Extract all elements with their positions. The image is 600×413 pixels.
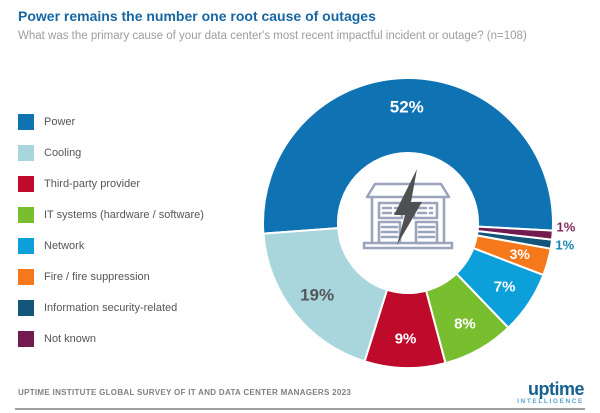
logo-subtext: INTELLIGENCE	[517, 397, 584, 405]
donut-slice-network	[455, 247, 545, 329]
source-caption: UPTIME INSTITUTE GLOBAL SURVEY OF IT AND…	[18, 388, 352, 397]
legend-label: IT systems (hardware / software)	[44, 208, 204, 221]
slice-value-label-it-systems-hardware-software: 8%	[454, 316, 476, 333]
slice-value-label-cooling: 19%	[300, 286, 334, 305]
bottom-divider	[15, 408, 585, 410]
donut-slice-power	[262, 76, 554, 235]
chart-legend: Power Cooling Third-party provider IT syste…	[18, 106, 204, 354]
donut-slice-information-security-related	[475, 230, 554, 250]
slice-value-label-third-party-provider: 9%	[395, 330, 417, 347]
legend-item-network: Network	[18, 230, 204, 261]
slice-value-label-network: 7%	[494, 279, 516, 296]
legend-label: Not known	[44, 332, 96, 345]
legend-swatch-network	[18, 237, 34, 254]
legend-item-it-systems-hardware-software: IT systems (hardware / software)	[18, 199, 204, 230]
legend-item-fire-fire-suppression: Fire / fire suppression	[18, 261, 204, 292]
building-outline	[377, 201, 404, 220]
donut-slice-not-known	[476, 225, 554, 241]
legend-label: Power	[44, 115, 76, 128]
donut-slice-it-systems-hardware-software	[425, 272, 510, 365]
legend-item-third-party-provider: Third-party provider	[18, 168, 204, 199]
building-outline	[412, 201, 439, 220]
slice-value-label-information-security-related: 1%	[555, 238, 574, 253]
page-title: Power remains the number one root cause …	[18, 8, 376, 24]
legend-swatch-third-party-provider	[18, 175, 34, 192]
legend-item-cooling: Cooling	[18, 137, 204, 168]
donut-slice-third-party-provider	[363, 288, 447, 369]
donut-slice-cooling	[262, 227, 389, 363]
building-outline	[414, 220, 439, 245]
legend-label: Information security-related	[44, 301, 178, 314]
building-outline	[362, 241, 454, 250]
legend-swatch-cooling	[18, 144, 34, 161]
legend-swatch-not-known	[18, 330, 34, 347]
slice-value-label-fire-fire-suppression: 3%	[510, 246, 531, 262]
legend-label: Third-party provider	[44, 177, 140, 190]
building-outline	[370, 195, 446, 245]
slice-value-label-not-known: 1%	[556, 220, 575, 235]
building-outline	[377, 220, 402, 245]
legend-swatch-fire-fire-suppression	[18, 268, 34, 285]
data-center-lightning-icon	[362, 169, 454, 250]
building-outline	[365, 182, 451, 199]
logo-wordmark: uptime	[527, 378, 585, 399]
legend-swatch-it-systems-hardware-software	[18, 206, 34, 223]
legend-label: Cooling	[44, 146, 82, 159]
donut-slice-fire-fire-suppression	[472, 234, 552, 276]
legend-item-not-known: Not known	[18, 323, 204, 354]
lightning-bolt-icon	[394, 169, 422, 245]
legend-label: Network	[44, 239, 85, 252]
legend-swatch-power	[18, 113, 34, 130]
slice-value-label-power: 52%	[390, 98, 424, 117]
legend-item-power: Power	[18, 106, 204, 137]
chart-subtitle: What was the primary cause of your data …	[18, 30, 527, 42]
legend-label: Fire / fire suppression	[44, 270, 150, 283]
legend-item-information-security-related: Information security-related	[18, 292, 204, 323]
legend-swatch-information-security-related	[18, 299, 34, 316]
uptime-intelligence-logo: uptime INTELLIGENCE	[517, 380, 584, 406]
